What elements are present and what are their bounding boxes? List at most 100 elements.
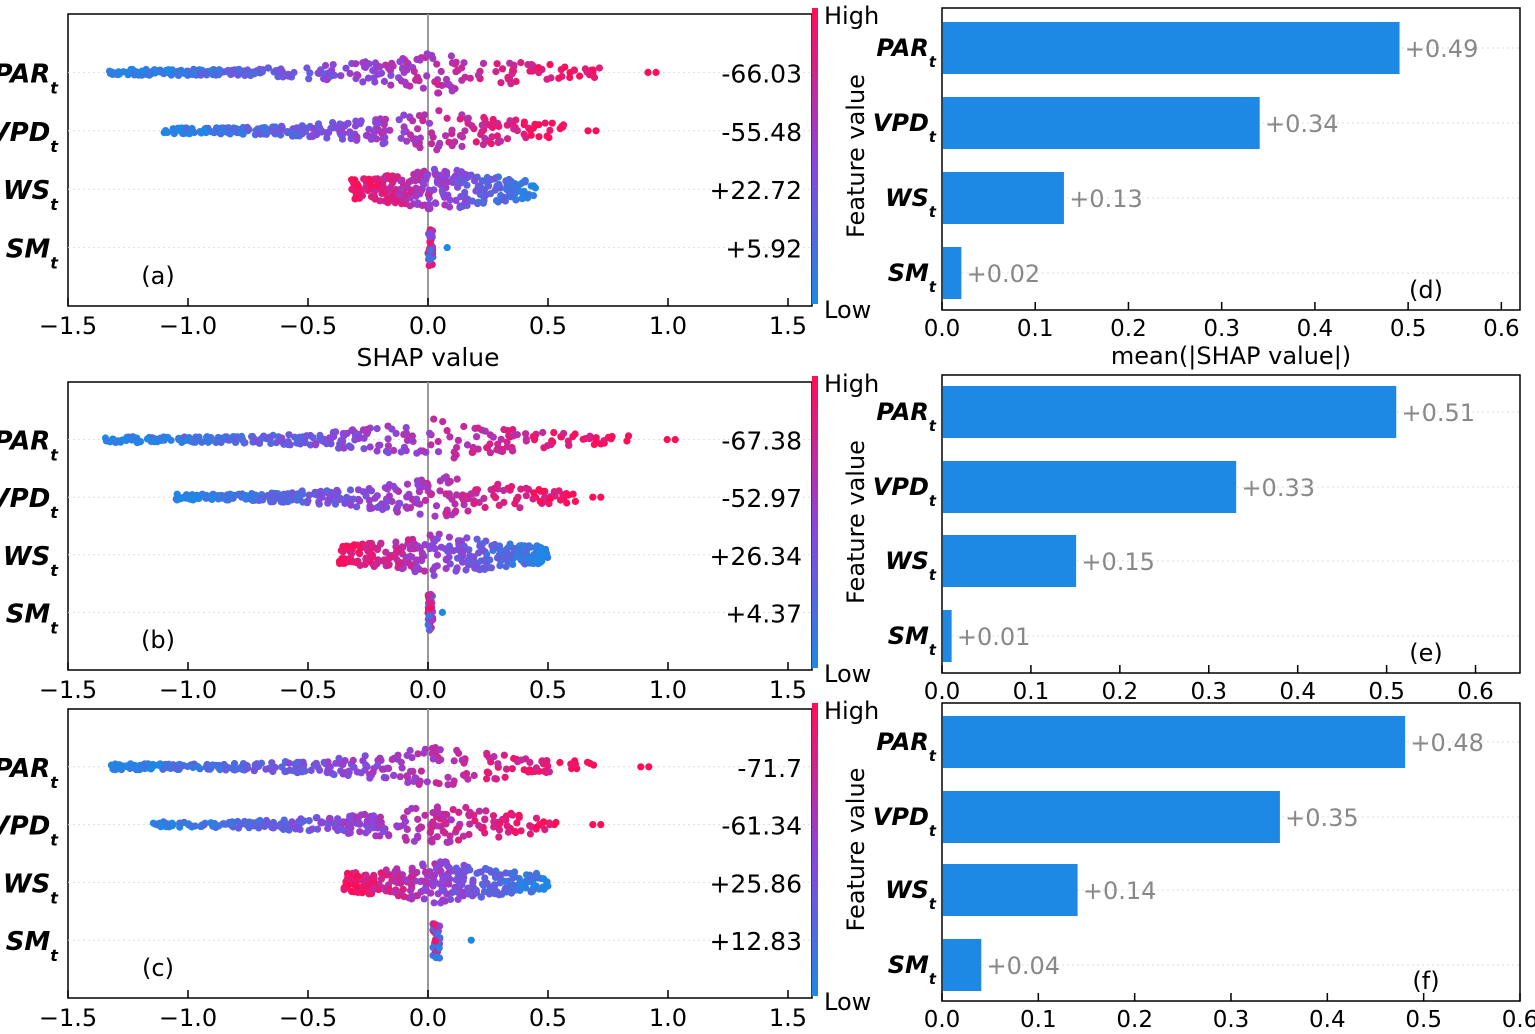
- shap-point: [414, 815, 422, 823]
- shap-point: [244, 66, 252, 74]
- shap-point: [408, 432, 416, 440]
- feature-side-label: -71.7: [737, 754, 802, 783]
- shap-point: [186, 495, 194, 503]
- shap-point: [483, 879, 491, 888]
- shap-point: [215, 822, 223, 830]
- shap-point: [355, 434, 363, 442]
- shap-point: [535, 133, 543, 141]
- x-tick-label: 0.0: [924, 316, 961, 342]
- shap-point-outlier: [443, 244, 451, 252]
- shap-point: [128, 764, 136, 772]
- shap-point: [371, 494, 379, 502]
- shap-point: [453, 746, 461, 755]
- shap-point: [351, 176, 359, 184]
- shap-point-outlier: [663, 436, 671, 444]
- dots-group: [107, 744, 653, 962]
- x-tick-label: 0.1: [1017, 316, 1054, 342]
- x-tick-label: −1.0: [159, 676, 217, 704]
- shap-point: [507, 483, 516, 491]
- shap-point: [540, 444, 548, 452]
- shap-point: [346, 812, 354, 820]
- shap-point: [504, 828, 512, 836]
- shap-point: [445, 533, 453, 541]
- shap-point: [349, 756, 357, 765]
- shap-point: [491, 775, 499, 783]
- shap-point: [460, 873, 468, 882]
- shap-point: [424, 171, 432, 179]
- feature-subscript: t: [929, 53, 937, 71]
- shap-point: [133, 438, 141, 446]
- colorbar-low-label: Low: [824, 988, 871, 1016]
- shap-point: [353, 503, 361, 511]
- shap-point: [271, 492, 279, 500]
- shap-point: [394, 487, 403, 495]
- shap-point: [493, 60, 501, 68]
- shap-point: [212, 67, 220, 75]
- shap-point: [427, 140, 436, 148]
- shap-point: [348, 185, 356, 193]
- shap-point: [377, 539, 385, 547]
- shap-point: [413, 73, 421, 81]
- shap-point: [458, 133, 467, 141]
- shap-point: [479, 59, 488, 67]
- x-tick-label: 0.5: [1390, 316, 1427, 342]
- shap-point: [514, 758, 522, 766]
- bar-value-label: +0.34: [1265, 110, 1339, 138]
- x-tick-label: −1.0: [159, 1004, 217, 1032]
- shap-point: [495, 122, 503, 130]
- shap-point: [437, 171, 445, 179]
- shap-point: [414, 125, 422, 133]
- shap-point: [456, 878, 464, 886]
- shap-point: [403, 751, 411, 760]
- shap-point: [389, 179, 397, 187]
- shap-point: [283, 438, 291, 446]
- shap-point: [337, 767, 345, 775]
- shap-point: [362, 871, 370, 879]
- shap-point: [327, 72, 335, 80]
- shap-point: [436, 858, 445, 866]
- shap-point: [539, 487, 548, 495]
- shap-point-outlier: [584, 127, 592, 135]
- shap-point: [416, 510, 424, 518]
- shap-point: [327, 124, 335, 132]
- shap-point: [313, 814, 321, 822]
- x-tick-label: 0.1: [1013, 679, 1050, 705]
- shap-point: [230, 759, 239, 768]
- feature-name: VPD: [873, 473, 929, 501]
- shap-point: [155, 761, 163, 769]
- feature-label: WSt: [885, 876, 937, 913]
- feature-label: SMt: [888, 622, 937, 659]
- feature-side-label: +5.92: [725, 235, 802, 264]
- shap-point: [362, 556, 370, 564]
- x-tick-label: 1.5: [769, 1004, 807, 1032]
- x-tick-label: 0.5: [1368, 679, 1405, 705]
- shap-point: [366, 443, 374, 451]
- bar-value-label: +0.35: [1285, 804, 1359, 832]
- shap-point: [444, 873, 452, 881]
- shap-point-outlier: [592, 127, 600, 135]
- shap-point: [571, 497, 580, 505]
- shap-point: [486, 556, 494, 564]
- shap-point: [401, 833, 409, 841]
- shap-point: [418, 201, 426, 210]
- shap-point: [163, 820, 171, 828]
- shap-point: [395, 116, 403, 124]
- shap-point: [530, 489, 538, 497]
- bar-ws: [942, 535, 1077, 587]
- shap-point: [397, 134, 405, 142]
- shap-point: [420, 749, 428, 757]
- x-tick-label: 0.5: [529, 1004, 567, 1032]
- shap-point: [427, 889, 435, 897]
- shap-point: [454, 895, 462, 904]
- shap-point: [119, 68, 128, 76]
- shap-point: [337, 72, 345, 80]
- shap-point: [408, 867, 416, 876]
- shap-point: [228, 819, 236, 827]
- shap-point: [425, 612, 433, 620]
- shap-point: [344, 558, 352, 566]
- shap-point: [167, 436, 175, 444]
- shap-point: [153, 821, 161, 829]
- shap-point: [475, 807, 483, 815]
- shap-point: [176, 819, 184, 827]
